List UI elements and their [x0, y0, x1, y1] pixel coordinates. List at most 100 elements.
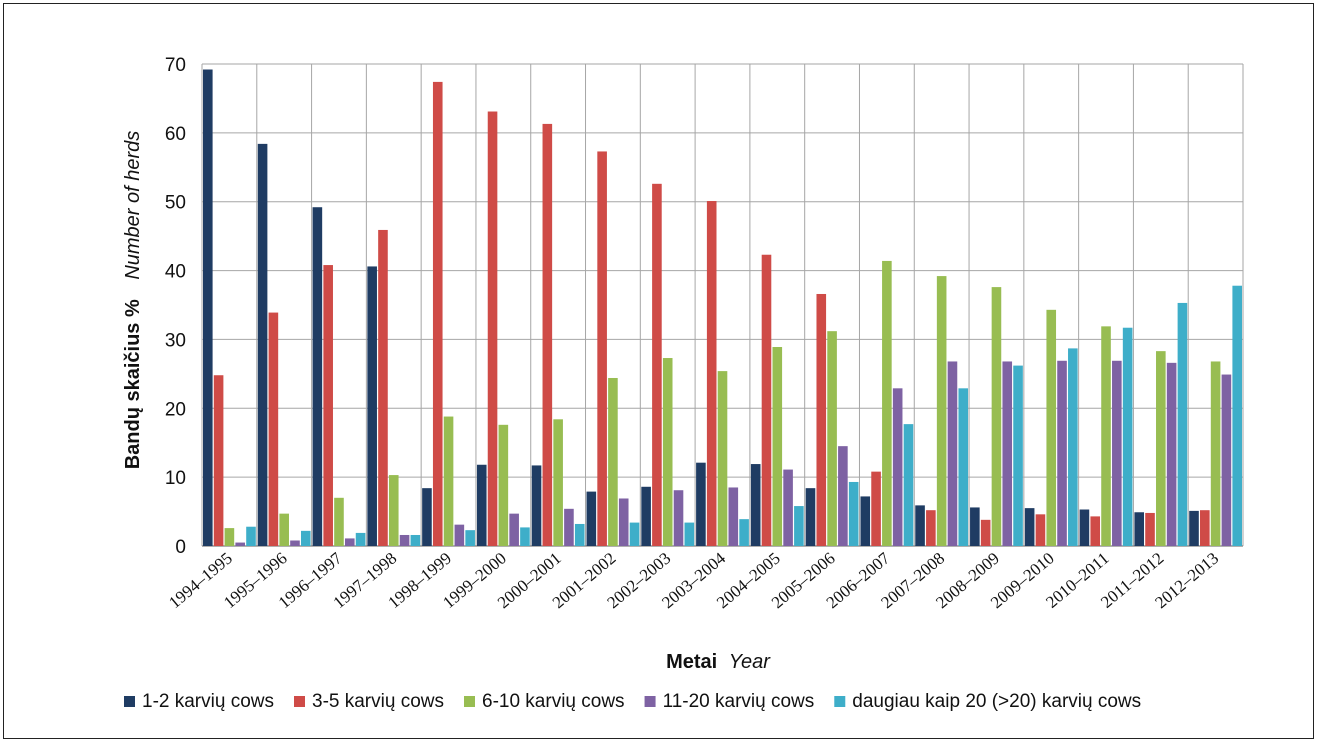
bar	[1145, 512, 1155, 546]
legend-label: 3-5 karvių cows	[312, 691, 444, 712]
legend-swatch	[464, 696, 475, 707]
y-axis-title-italic: Number of herds	[122, 131, 144, 280]
bar	[1068, 348, 1078, 546]
bar	[871, 471, 881, 546]
bar	[805, 488, 816, 546]
legend-label: 11-20 karvių cows	[663, 691, 815, 712]
bar	[410, 534, 421, 546]
y-tick-label: 70	[165, 55, 186, 76]
bar	[728, 487, 739, 546]
bar	[860, 496, 871, 546]
bar	[717, 371, 728, 546]
bar	[487, 111, 498, 547]
bar	[367, 266, 377, 546]
bar	[542, 123, 553, 547]
bar	[432, 81, 443, 546]
bar	[553, 419, 563, 546]
bar	[422, 488, 432, 546]
legend-label: 1-2 karvių cows	[142, 691, 274, 712]
bar	[618, 498, 629, 546]
bar	[1177, 302, 1188, 546]
y-tick-label: 40	[165, 262, 186, 283]
bar	[1024, 508, 1035, 546]
bar	[1112, 360, 1122, 546]
bar	[323, 265, 333, 546]
y-axis-title: Bandų skaičius % Number of herds	[122, 131, 144, 470]
bar	[1200, 510, 1210, 546]
y-tick-label: 30	[165, 330, 186, 351]
bar	[706, 201, 717, 547]
bar	[388, 475, 399, 546]
bar	[838, 446, 848, 546]
bar	[454, 524, 465, 546]
bar	[597, 151, 607, 546]
bar	[1134, 512, 1145, 546]
bar	[1189, 510, 1199, 546]
y-axis-title-bold: Bandų skaičius %	[122, 299, 144, 469]
bar	[684, 522, 695, 546]
bar	[1013, 365, 1023, 546]
bar	[915, 505, 925, 546]
legend: 1-2 karvių cows 3-5 karvių cows 6-10 karvi…	[124, 691, 1141, 712]
bar	[761, 254, 772, 546]
bar	[224, 528, 235, 546]
bar	[312, 207, 323, 547]
bar	[586, 491, 597, 546]
bar	[936, 276, 947, 546]
bars	[202, 69, 1243, 547]
bar	[1002, 361, 1013, 546]
y-tick-label: 20	[165, 399, 186, 420]
bar	[257, 143, 268, 547]
bar	[794, 506, 804, 546]
y-tick-label: 0	[175, 537, 186, 558]
bar	[652, 183, 662, 546]
bar	[279, 513, 289, 546]
bar	[903, 424, 914, 546]
bar	[739, 519, 749, 546]
legend-swatch	[124, 696, 135, 707]
bar	[947, 361, 958, 546]
legend-item: 11-20 karvių cows	[644, 691, 815, 712]
bar	[882, 260, 892, 546]
y-axis-ticks: 0 10 20 30 40 50 60 70	[165, 55, 186, 558]
bar	[1079, 509, 1090, 546]
legend-swatch	[644, 696, 656, 707]
bar	[290, 540, 300, 546]
bar	[355, 532, 366, 546]
bar	[213, 375, 224, 546]
bar	[772, 347, 783, 546]
x-axis-title: Metai Year	[666, 651, 771, 673]
x-axis-title-italic: Year	[729, 651, 771, 673]
bar	[476, 464, 487, 546]
legend-label: daugiau kaip 20 (>20) karvių cows	[852, 691, 1141, 712]
bar	[1210, 361, 1221, 546]
bar	[1122, 327, 1133, 546]
y-tick-label: 60	[165, 124, 186, 145]
legend-swatch	[834, 696, 846, 707]
chart-frame	[3, 3, 1314, 739]
x-axis-title-bold: Metai	[666, 651, 717, 673]
bar	[531, 465, 542, 546]
bar	[629, 522, 640, 546]
bar	[673, 490, 684, 546]
bar	[344, 538, 355, 546]
bar	[926, 510, 936, 546]
legend-item: daugiau kaip 20 (>20) karvių cows	[834, 691, 1141, 712]
bar	[991, 287, 1002, 546]
bar	[980, 519, 991, 546]
legend-item: 3-5 karvių cows	[294, 691, 444, 712]
legend-item: 1-2 karvių cows	[124, 691, 274, 712]
legend-label: 6-10 karvių cows	[482, 691, 625, 712]
bar	[246, 526, 256, 546]
bar	[1035, 514, 1046, 546]
bar	[235, 542, 245, 546]
bar	[1156, 351, 1166, 546]
bar	[334, 497, 344, 546]
y-tick-label: 50	[165, 193, 186, 214]
bar	[1221, 374, 1232, 546]
legend-item: 6-10 karvių cows	[464, 691, 625, 712]
bar	[509, 513, 519, 546]
bar	[608, 377, 618, 546]
bar	[783, 469, 793, 546]
